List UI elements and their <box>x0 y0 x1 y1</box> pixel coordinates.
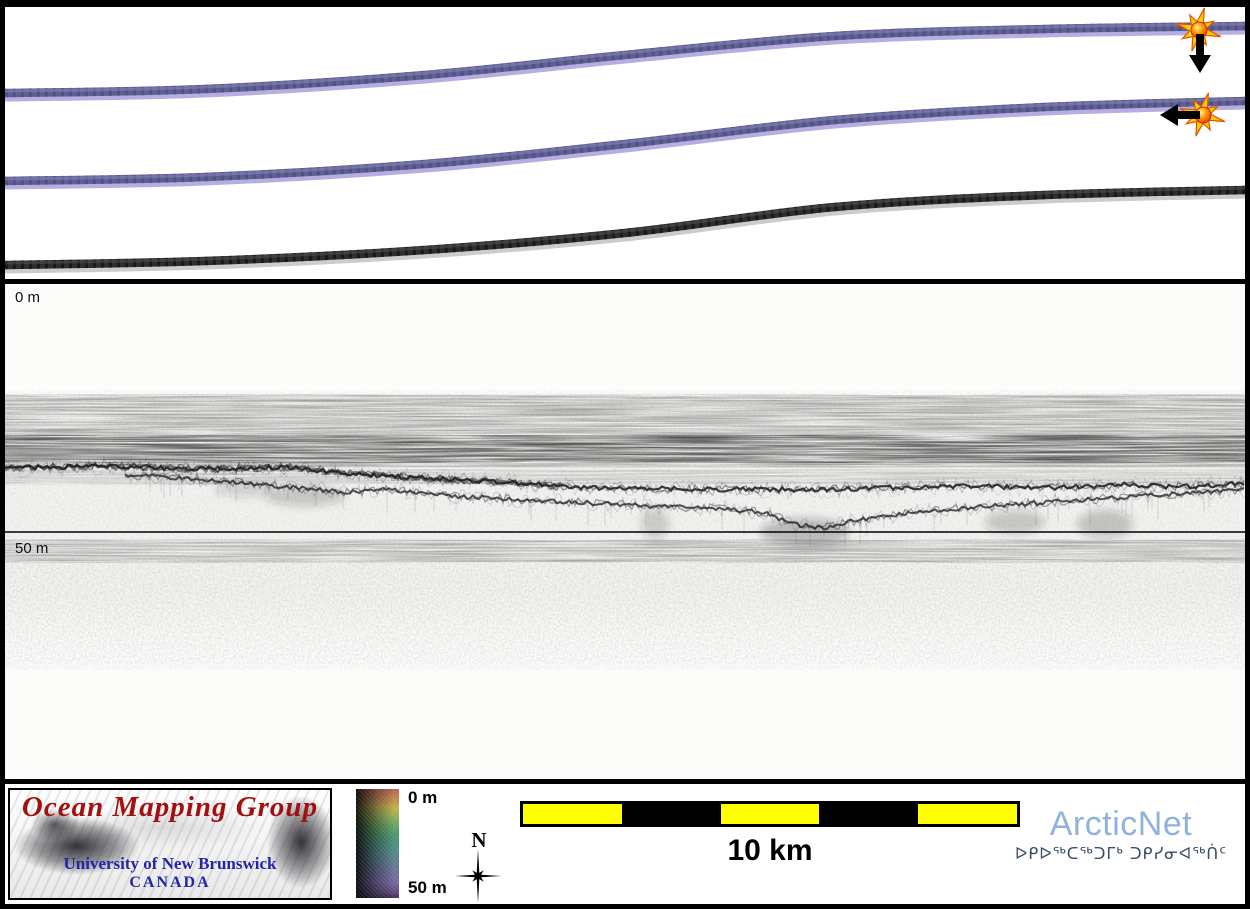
map-scale-bar <box>520 801 1020 827</box>
swath-map-panel <box>5 7 1245 279</box>
scale-segment <box>819 804 919 824</box>
north-arrow-icon <box>455 849 501 903</box>
swath-tracks-drawing <box>5 7 1245 274</box>
survey-position-markers <box>1160 7 1226 137</box>
arcticnet-inuktitut-text: ᐅᑭᐅᖅᑕᖅᑐᒥᒃ ᑐᑭᓯᓂᐊᖅᑏᑦ <box>1014 844 1228 863</box>
scale-segment <box>918 804 1017 824</box>
swath-track-lines <box>5 21 1245 274</box>
colorbar-label-50m: 50 m <box>408 878 447 897</box>
scale-segment <box>523 804 622 824</box>
echogram-drawing <box>5 396 1245 664</box>
depth-colorbar <box>356 789 399 898</box>
panel-divider-top <box>5 279 1245 284</box>
omg-logo-country: CANADA <box>129 874 211 891</box>
scale-segment <box>720 804 820 824</box>
depth-tick-0m: 0 m <box>15 289 41 306</box>
panel-divider-bottom <box>5 779 1245 784</box>
legend-bar: Ocean Mapping Group University of New Br… <box>5 784 1245 904</box>
seafloor-traces <box>5 455 1245 546</box>
north-label: N <box>471 828 487 852</box>
colorbar-label-0m: 0 m <box>408 788 438 807</box>
subbottom-profile-panel: 0 m 50 m <box>5 284 1245 779</box>
omg-logo-university: University of New Brunswick <box>63 854 277 873</box>
arcticnet-logo: ArcticNet ᐅᑭᐅᖅᑕᖅᑐᒥᒃ ᑐᑭᓯᓂᐊᖅᑏᑦ <box>995 805 1245 863</box>
ocean-mapping-group-logo: Ocean Mapping Group University of New Br… <box>8 788 332 900</box>
scale-bar-label: 10 km <box>727 834 813 867</box>
arcticnet-name: ArcticNet <box>1049 805 1193 843</box>
depth-tick-50m: 50 m <box>15 540 49 557</box>
scale-segment <box>621 804 721 824</box>
omg-logo-title: Ocean Mapping Group <box>21 791 319 823</box>
